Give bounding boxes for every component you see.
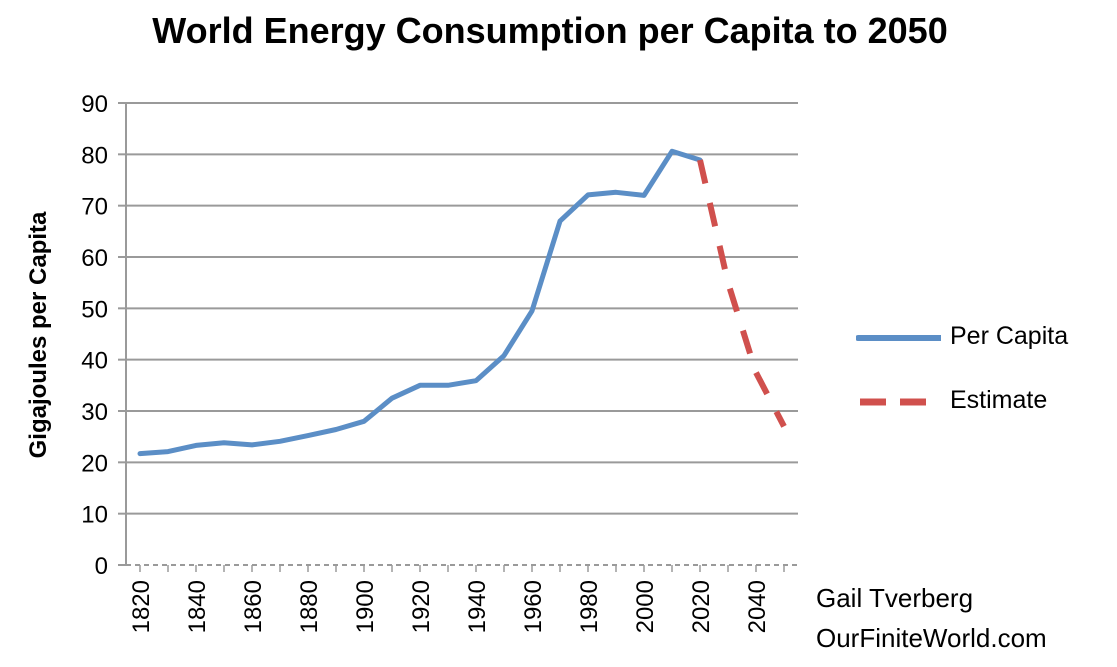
- x-tick-label-1820: 1820: [128, 580, 155, 633]
- x-tick-label-1840: 1840: [184, 580, 211, 633]
- y-axis-label: Gigajoules per Capita: [25, 211, 52, 458]
- x-tick-label-1880: 1880: [296, 580, 323, 633]
- x-tick-label-1860: 1860: [240, 580, 267, 633]
- x-tick-label-1960: 1960: [520, 580, 547, 633]
- legend-label-per-capita: Per Capita: [950, 322, 1069, 350]
- series-line-per-capita: [137, 148, 703, 457]
- axes: [125, 103, 798, 572]
- credit-author: Gail Tverberg: [816, 583, 974, 613]
- x-tick-label-2040: 2040: [744, 580, 771, 633]
- x-tick-label-1940: 1940: [464, 580, 491, 633]
- y-tick-label-50: 50: [81, 296, 108, 323]
- series-lines: [137, 148, 787, 457]
- y-tick-label-30: 30: [81, 399, 108, 426]
- x-tick-label-1920: 1920: [408, 580, 435, 633]
- legend-label-estimate: Estimate: [950, 386, 1048, 414]
- x-tick-label-2000: 2000: [632, 580, 659, 633]
- gridlines: [118, 102, 798, 566]
- y-tick-label-20: 20: [81, 450, 108, 477]
- chart-title: World Energy Consumption per Capita to 2…: [152, 10, 948, 51]
- y-tick-label-80: 80: [81, 142, 108, 169]
- x-tick-labels: 1820 1840 1860 1880 1900 1920 1940 1960 1980 2000…: [128, 580, 771, 633]
- legend-item-estimate: Estimate: [856, 382, 1116, 422]
- x-tick-label-1900: 1900: [352, 580, 379, 633]
- credit: Gail Tverberg OurFiniteWorld.com: [816, 578, 1047, 658]
- y-tick-label-40: 40: [81, 348, 108, 375]
- y-tick-label-0: 0: [95, 553, 108, 580]
- y-tick-label-10: 10: [81, 502, 108, 529]
- x-tick-label-1980: 1980: [576, 580, 603, 633]
- legend-swatch-estimate: [860, 398, 936, 406]
- credit-site: OurFiniteWorld.com: [816, 623, 1047, 653]
- series-line-estimate: [697, 159, 787, 428]
- legend-item-per-capita: Per Capita: [856, 318, 1116, 358]
- y-tick-labels: 0 10 20 30 40 50 60 70 80 90: [81, 91, 108, 580]
- x-tick-label-2020: 2020: [688, 580, 715, 633]
- y-tick-label-90: 90: [81, 91, 108, 118]
- y-tick-label-60: 60: [81, 245, 108, 272]
- legend-swatch-per-capita: [856, 335, 941, 341]
- y-tick-label-70: 70: [81, 194, 108, 221]
